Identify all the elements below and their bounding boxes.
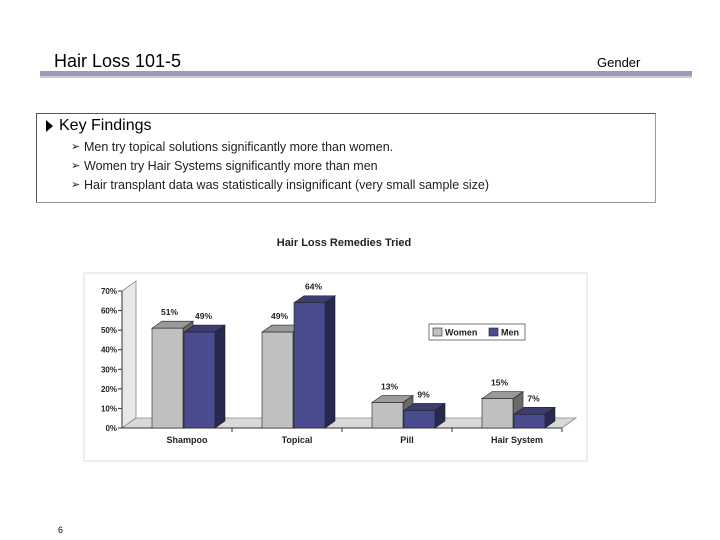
arrow-bullet-icon: ➢	[71, 179, 81, 191]
bar-men	[293, 302, 326, 429]
key-findings-title: Key Findings	[59, 117, 152, 134]
arrow-bullet-icon: ➢	[71, 160, 81, 172]
finding-item: ➢ Hair transplant data was statistically …	[71, 176, 489, 195]
chart-side-wall	[121, 280, 137, 429]
y-tick-label: 70%	[101, 287, 117, 296]
x-tick-label: Topical	[282, 435, 313, 445]
data-label: 51%	[161, 307, 178, 317]
finding-text: Women try Hair Systems significantly mor…	[84, 159, 378, 173]
legend-swatch-men	[488, 327, 499, 337]
triangle-bullet-icon	[46, 120, 53, 132]
page-title: Hair Loss 101-5	[54, 51, 182, 71]
finding-text: Hair transplant data was statistically i…	[84, 178, 490, 192]
data-label: 7%	[527, 393, 540, 403]
bar-side-men	[324, 295, 336, 429]
bar-women	[151, 327, 184, 429]
bar-men	[183, 331, 216, 429]
section-label: Gender	[597, 55, 641, 70]
bar-women	[481, 398, 514, 429]
y-tick-label: 40%	[101, 346, 117, 355]
page-number: 6	[58, 525, 64, 535]
data-label: 49%	[195, 311, 212, 321]
legend-swatch-women	[432, 327, 443, 337]
data-label: 13%	[381, 382, 398, 392]
y-tick-label: 0%	[105, 424, 117, 433]
bar-women	[261, 331, 294, 429]
bar-women	[371, 402, 404, 429]
header-rule-shadow	[40, 76, 692, 78]
y-tick-label: 20%	[101, 385, 117, 394]
arrow-bullet-icon: ➢	[71, 141, 81, 153]
key-findings-heading: Key Findings	[46, 117, 152, 135]
data-label: 64%	[305, 282, 322, 292]
data-label: 9%	[417, 389, 430, 399]
finding-item: ➢ Men try topical solutions significantly…	[71, 138, 489, 157]
chart-title: Hair Loss Remedies Tried	[277, 237, 412, 249]
bar-men	[403, 410, 436, 429]
legend-label: Men	[501, 328, 519, 338]
y-tick-label: 10%	[101, 404, 117, 413]
x-tick-label: Hair System	[491, 435, 543, 445]
legend-box	[428, 323, 526, 341]
legend-label: Women	[445, 328, 477, 338]
x-tick-label: Shampoo	[166, 435, 208, 445]
y-tick-label: 60%	[101, 307, 117, 316]
findings-list: ➢ Men try topical solutions significantly…	[71, 138, 489, 195]
data-label: 15%	[491, 378, 508, 388]
bar-side-men	[214, 324, 226, 429]
y-tick-label: 50%	[101, 326, 117, 335]
data-label: 49%	[271, 311, 288, 321]
header-rule	[40, 71, 692, 76]
finding-text: Men try topical solutions significantly …	[84, 140, 394, 154]
finding-item: ➢ Women try Hair Systems significantly mo…	[71, 157, 489, 176]
key-findings-box	[36, 113, 656, 203]
chart-frame	[83, 272, 588, 462]
bar-men	[513, 413, 546, 429]
x-tick-label: Pill	[400, 435, 414, 445]
y-tick-label: 30%	[101, 365, 117, 374]
